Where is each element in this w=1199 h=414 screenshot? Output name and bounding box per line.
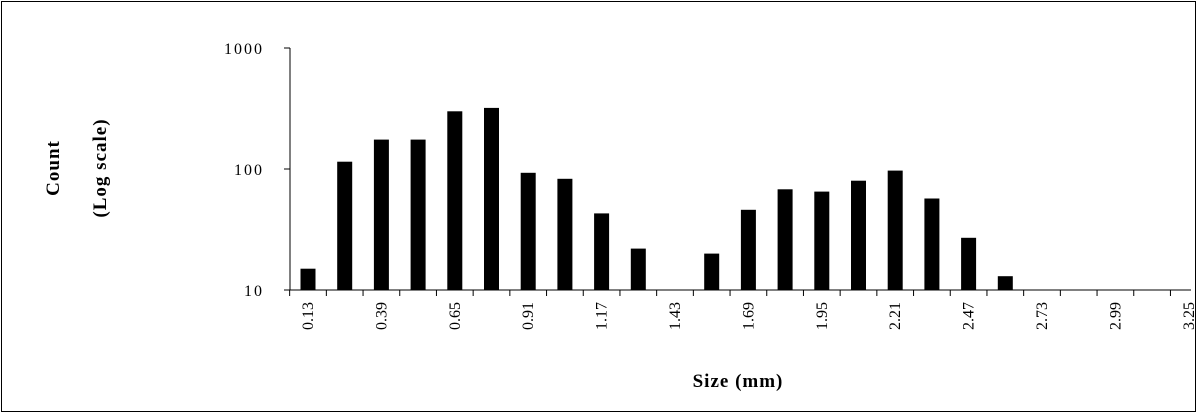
bar-2.21 — [887, 170, 903, 290]
bar-0.78 — [484, 107, 499, 291]
y-tick-label: 10 — [244, 283, 264, 300]
x-tick-label: 0.13 — [300, 302, 317, 330]
bars-group — [300, 107, 1013, 291]
bar-0.26 — [337, 161, 353, 290]
bar-1.30 — [630, 248, 646, 290]
bar-1.69 — [740, 209, 756, 290]
bar-2.34 — [924, 198, 940, 290]
y-axis-subtitle: (Log scale) — [90, 118, 111, 217]
y-tick-label: 100 — [234, 162, 264, 179]
x-tick-label: 1.43 — [667, 302, 684, 330]
bar-1.95 — [814, 191, 830, 290]
bar-1.82 — [777, 189, 793, 290]
x-tick-label: 1.17 — [594, 302, 611, 330]
bar-0.52 — [410, 139, 426, 290]
x-tick-label: 1.69 — [740, 302, 757, 330]
bar-0.39 — [373, 139, 389, 290]
bar-2.60 — [997, 276, 1013, 290]
x-tick-label: 1.95 — [814, 302, 831, 330]
y-tick-label: 1000 — [224, 41, 264, 58]
x-tick-label: 2.99 — [1107, 302, 1124, 330]
x-tick-label: 0.39 — [373, 302, 390, 330]
x-ticks-group: 0.13 0.39 0.65 0.91 1.17 1.43 1.69 1.95 2.21 2.47… — [289, 290, 1197, 330]
bar-0.65 — [447, 111, 463, 290]
x-tick-label: 3.25 — [1181, 302, 1197, 330]
x-tick-label: 0.91 — [520, 302, 537, 330]
y-ticks-group: 10 100 1000 — [224, 41, 290, 300]
x-tick-label: 2.21 — [887, 302, 904, 330]
bar-1.56 — [704, 253, 720, 290]
bar-0.13 — [300, 268, 316, 290]
x-tick-label: 0.65 — [447, 302, 464, 330]
bar-1.04 — [557, 178, 573, 290]
y-axis-title: Count — [43, 140, 64, 196]
bar-1.17 — [594, 213, 610, 290]
x-axis-title: Size (mm) — [693, 371, 784, 392]
bar-0.91 — [520, 172, 536, 290]
x-tick-label: 2.73 — [1034, 302, 1051, 330]
bar-2.47 — [961, 237, 977, 290]
x-tick-label: 2.47 — [961, 302, 978, 330]
bar-2.08 — [851, 180, 866, 290]
